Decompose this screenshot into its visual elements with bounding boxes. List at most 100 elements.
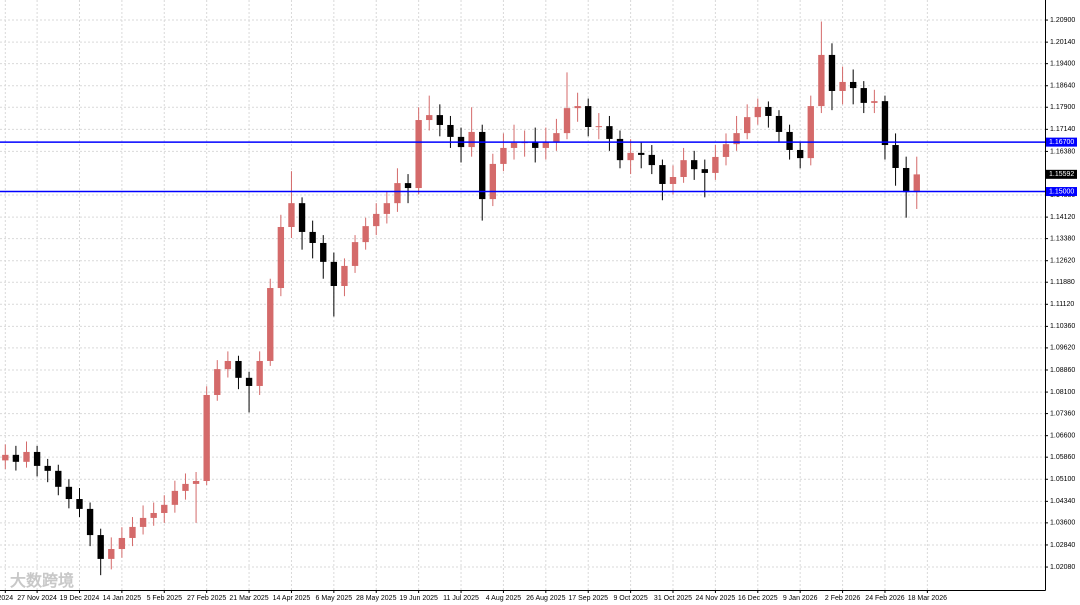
x-tick-label: 4 Aug 2025	[486, 595, 522, 602]
candle-body	[214, 369, 221, 395]
candle-body	[680, 160, 687, 177]
x-tick-label: 2 Feb 2026	[825, 595, 861, 602]
candle-body	[468, 131, 475, 148]
candle-body	[744, 117, 751, 134]
x-tick-label: 2024	[0, 595, 13, 602]
overlay	[0, 141, 1045, 193]
candle-body	[786, 131, 793, 150]
candle-body	[542, 142, 549, 148]
candle-body	[532, 142, 539, 148]
candle-body	[553, 133, 560, 143]
candle-body	[224, 360, 232, 370]
candle-body	[765, 106, 772, 116]
candle-body	[436, 115, 444, 125]
candle-body	[139, 517, 147, 527]
y-tick-label: 1.11880	[1050, 279, 1075, 286]
candle-body	[86, 508, 94, 536]
candle-body	[796, 149, 804, 159]
candle-body	[892, 145, 899, 168]
price-box-label: 1.15000	[1049, 188, 1074, 195]
candle-body	[351, 242, 359, 266]
y-tick-label: 1.14120	[1050, 214, 1075, 221]
candle-body	[807, 106, 814, 159]
candle-body	[192, 481, 200, 484]
candle-body	[129, 526, 136, 538]
candle-body	[606, 126, 613, 139]
candle-body	[182, 483, 189, 491]
candle-body	[616, 138, 624, 161]
candle-body	[849, 81, 857, 89]
y-tick-label: 1.17140	[1050, 126, 1075, 133]
candle-body	[108, 549, 115, 559]
candle-body	[23, 451, 30, 462]
x-tick-label: 11 Jul 2025	[443, 595, 479, 602]
price-box	[1046, 187, 1077, 197]
y-tick-label: 1.18640	[1050, 83, 1075, 90]
candles	[2, 21, 920, 576]
candle-body	[585, 106, 592, 128]
y-tick-label: 1.11120	[1050, 301, 1074, 308]
y-tick-label: 1.08100	[1050, 389, 1075, 396]
candle-body	[489, 163, 497, 200]
grid	[0, 0, 1045, 590]
x-tick-label: 9 Jan 2026	[783, 595, 818, 602]
y-tick-label: 1.06600	[1050, 433, 1075, 440]
price-box	[1046, 137, 1077, 147]
x-tick-label: 21 Mar 2025	[229, 595, 268, 602]
candle-body	[595, 126, 602, 128]
candle-body	[574, 106, 581, 109]
x-tick-label: 31 Oct 2025	[654, 595, 692, 602]
candle-body	[383, 203, 391, 214]
price-box-label: 1.16700	[1049, 139, 1074, 146]
candle-body	[55, 470, 62, 487]
candle-body	[330, 261, 338, 286]
candle-body	[510, 142, 518, 148]
candle-body	[733, 133, 740, 145]
candle-body	[288, 203, 295, 227]
last-price-box	[1046, 169, 1077, 179]
x-tick-label: 6 May 2025	[316, 595, 353, 602]
candle-body	[341, 265, 348, 286]
candle-body	[309, 231, 316, 243]
candle-body	[913, 174, 920, 193]
candle-body	[828, 54, 836, 91]
x-tick-label: 27 Feb 2025	[187, 595, 226, 602]
x-tick-label: 14 Apr 2025	[273, 595, 311, 602]
y-tick-label: 1.19400	[1050, 60, 1075, 67]
candle-body	[775, 115, 783, 132]
y-tick-label: 1.05100	[1050, 476, 1075, 483]
candle-body	[277, 226, 285, 289]
candle-body	[320, 242, 327, 262]
candle-body	[669, 177, 677, 184]
candle-body	[648, 154, 655, 166]
y-tick-label: 1.16380	[1050, 148, 1075, 155]
candle-body	[627, 152, 634, 161]
candle-body	[373, 213, 380, 227]
candle-body	[118, 537, 126, 550]
candle-body	[97, 535, 104, 559]
candle-body	[362, 226, 369, 243]
x-tick-label: 9 Oct 2025	[613, 595, 647, 602]
candle-body	[203, 394, 210, 482]
x-tick-label: 17 Sep 2025	[568, 595, 608, 602]
y-tick-label: 1.10360	[1050, 323, 1075, 330]
candle-body	[44, 465, 51, 471]
y-tick-label: 1.02080	[1050, 564, 1075, 571]
watermark: 大数跨境	[10, 571, 74, 590]
y-tick-label: 1.02840	[1050, 542, 1075, 549]
x-tick-label: 14 Jan 2025	[103, 595, 142, 602]
candle-body	[415, 120, 422, 189]
candle-body	[691, 160, 698, 170]
candle-body	[871, 101, 878, 103]
x-tick-label: 27 Nov 2024	[17, 595, 57, 602]
x-tick-label: 24 Feb 2026	[865, 595, 904, 602]
candle-body	[2, 454, 9, 461]
candle-body	[712, 156, 719, 173]
y-tick-label: 1.20900	[1050, 17, 1075, 24]
candle-body	[256, 360, 263, 386]
candle-body	[12, 454, 20, 462]
y-tick-label: 1.20140	[1050, 39, 1075, 46]
candle-body	[881, 101, 889, 146]
candle-body	[33, 451, 41, 466]
